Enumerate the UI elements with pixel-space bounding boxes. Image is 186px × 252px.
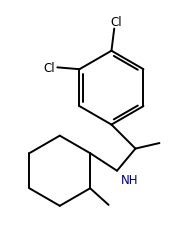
- Text: NH: NH: [121, 173, 138, 186]
- Text: Cl: Cl: [44, 61, 55, 75]
- Text: Cl: Cl: [110, 16, 122, 28]
